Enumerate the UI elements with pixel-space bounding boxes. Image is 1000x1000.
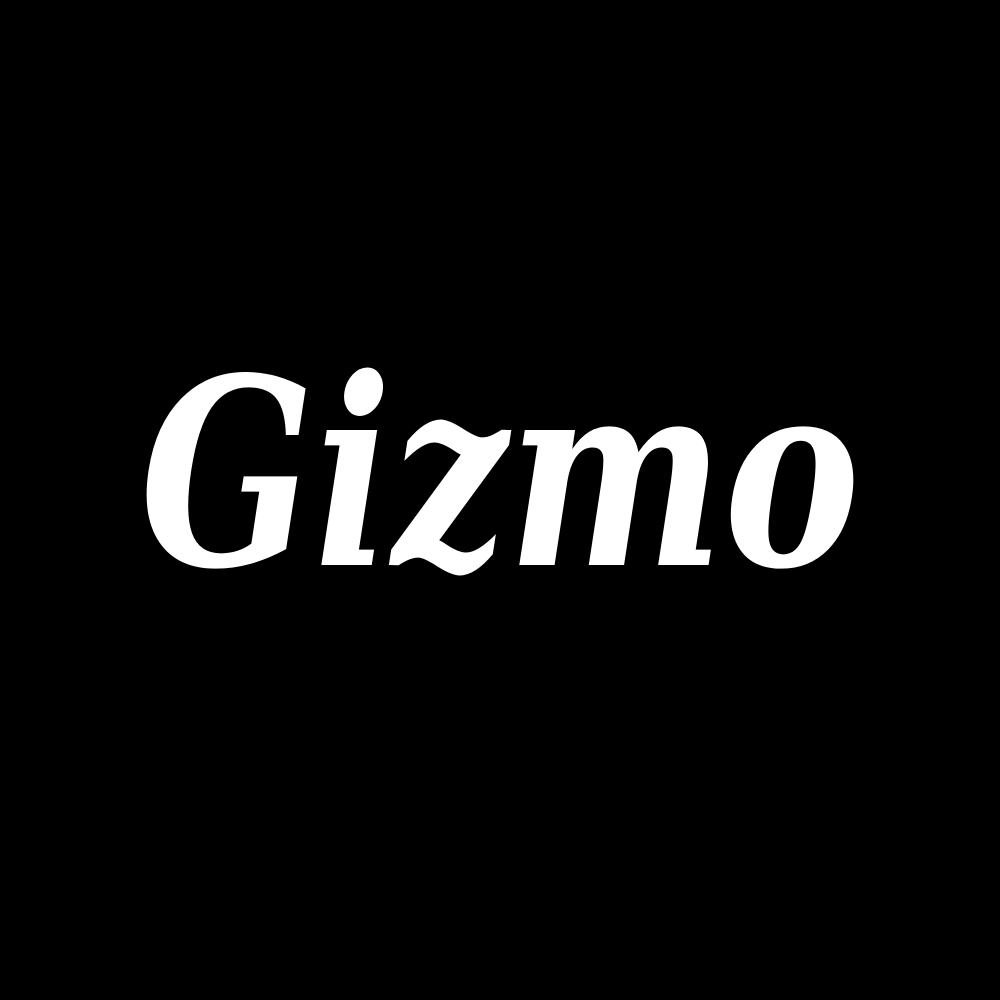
logo-wordmark: Gizmo (140, 360, 860, 627)
gizmo-wordmark-graphic: Gizmo (140, 360, 860, 627)
gizmo-logo: Gizmo (135, 360, 865, 645)
